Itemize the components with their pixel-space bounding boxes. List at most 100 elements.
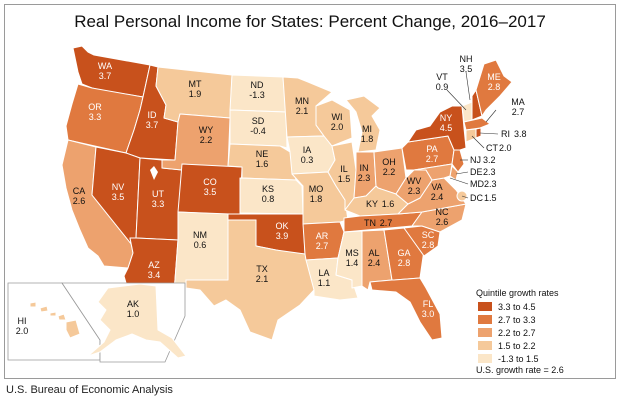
- label-in-abbr: IN: [360, 163, 369, 173]
- label-nd-abbr: ND: [251, 80, 264, 90]
- label-ar-abbr: AR: [316, 231, 329, 241]
- legend-label-2: 2.7 to 3.3: [498, 315, 536, 325]
- label-nh-value: 3.5: [460, 64, 473, 74]
- legend-swatch-4: [478, 341, 492, 350]
- label-al-value: 2.4: [368, 258, 381, 268]
- label-tn-abbr: TN: [364, 218, 376, 228]
- label-ia-abbr: IA: [303, 145, 312, 155]
- label-ga-value: 2.8: [398, 258, 411, 268]
- label-ri-value: 3.8: [514, 129, 527, 139]
- label-oh-abbr: OH: [382, 157, 396, 167]
- label-fl-abbr: FL: [423, 299, 434, 309]
- legend: Quintile growth rates 3.3 to 4.5 2.7 to …: [476, 288, 564, 375]
- label-tx-abbr: TX: [256, 264, 268, 274]
- label-pa-value: 2.7: [426, 154, 439, 164]
- state-TX: [185, 219, 315, 341]
- label-mi-value: 1.8: [361, 134, 374, 144]
- state-MA: [463, 117, 491, 131]
- label-wy-value: 2.2: [200, 135, 213, 145]
- label-mn-abbr: MN: [295, 96, 309, 106]
- label-ks-abbr: KS: [262, 184, 274, 194]
- label-mo-value: 1.8: [310, 194, 323, 204]
- label-ca-abbr: CA: [73, 186, 86, 196]
- label-de-abbr: DE: [470, 167, 483, 177]
- inset-alaska: [61, 282, 187, 363]
- label-ak-abbr: AK: [127, 299, 139, 309]
- label-wi-value: 2.0: [331, 122, 344, 132]
- label-ut-abbr: UT: [152, 189, 164, 199]
- source-note: U.S. Bureau of Economic Analysis: [6, 384, 173, 396]
- label-az-value: 3.4: [148, 270, 161, 280]
- label-wy-abbr: WY: [199, 125, 214, 135]
- label-ga-abbr: GA: [397, 248, 410, 258]
- label-ak-value: 1.0: [127, 309, 140, 319]
- label-wi-abbr: WI: [332, 112, 343, 122]
- label-ky-abbr: KY: [366, 199, 378, 209]
- legend-swatch-5: [478, 354, 492, 363]
- legend-swatch-3: [478, 328, 492, 337]
- salt-lake: [150, 166, 158, 180]
- label-dc-abbr: DC: [470, 193, 483, 203]
- state-IL: [327, 141, 357, 211]
- label-co-abbr: CO: [203, 177, 217, 187]
- label-ks-value: 0.8: [262, 194, 275, 204]
- label-nc-abbr: NC: [436, 207, 449, 217]
- label-wv-value: 2.3: [408, 186, 421, 196]
- label-mn-value: 2.1: [296, 106, 309, 116]
- legend-label-3: 2.2 to 2.7: [498, 328, 536, 338]
- legend-title: Quintile growth rates: [476, 288, 559, 298]
- label-nj-abbr: NJ: [470, 155, 481, 165]
- label-ny-abbr: NY: [440, 113, 453, 123]
- label-me-abbr: ME: [487, 72, 501, 82]
- state-MD: [413, 163, 453, 181]
- label-tx-value: 2.1: [256, 274, 269, 284]
- state-CT: [465, 128, 477, 143]
- label-sd-value: -0.4: [250, 126, 266, 136]
- state-ME: [475, 59, 513, 117]
- label-ct-abbr: CT: [486, 143, 498, 153]
- state-WY: [161, 113, 231, 171]
- label-nm-value: 0.6: [194, 240, 207, 250]
- label-md-value: 2.3: [484, 179, 497, 189]
- label-wa-abbr: WA: [98, 61, 112, 71]
- label-ky-value: 1.6: [382, 199, 395, 209]
- label-in-value: 2.3: [358, 173, 371, 183]
- label-sc-abbr: SC: [422, 230, 435, 240]
- label-ne-value: 1.6: [256, 159, 269, 169]
- label-vt-value: 0.9: [436, 82, 449, 92]
- label-pa-abbr: PA: [426, 144, 437, 154]
- label-la-value: 1.1: [318, 278, 331, 288]
- inset-hawaii: [7, 282, 101, 361]
- state-FL: [369, 277, 443, 341]
- label-mt-abbr: MT: [189, 79, 202, 89]
- state-SD: [229, 109, 288, 149]
- legend-swatch-2: [478, 315, 492, 324]
- label-sc-value: 2.8: [422, 240, 435, 250]
- state-WI: [315, 99, 353, 147]
- state-RI: [475, 127, 482, 139]
- label-va-value: 2.4: [431, 192, 444, 202]
- label-sd-abbr: SD: [252, 116, 265, 126]
- label-nv-abbr: NV: [112, 182, 125, 192]
- label-or-abbr: OR: [88, 102, 102, 112]
- state-MI: [345, 95, 381, 153]
- legend-swatch-1: [478, 302, 492, 311]
- map-title: Real Personal Income for States: Percent…: [74, 12, 546, 31]
- label-mo-abbr: MO: [309, 184, 324, 194]
- label-va-abbr: VA: [431, 182, 442, 192]
- label-ok-value: 3.9: [276, 231, 289, 241]
- label-ms-value: 1.4: [346, 258, 359, 268]
- label-ar-value: 2.7: [316, 241, 329, 251]
- label-al-abbr: AL: [368, 248, 379, 258]
- legend-label-1: 3.3 to 4.5: [498, 302, 536, 312]
- label-ny-value: 4.5: [440, 123, 453, 133]
- label-id-abbr: ID: [148, 110, 158, 120]
- legend-label-5: -1.3 to 1.5: [498, 354, 539, 364]
- label-nd-value: -1.3: [249, 90, 265, 100]
- label-wa-value: 3.7: [99, 71, 112, 81]
- label-ca-value: 2.6: [73, 196, 86, 206]
- label-nc-value: 2.6: [436, 217, 449, 227]
- label-fl-value: 3.0: [422, 309, 435, 319]
- label-mt-value: 1.9: [189, 89, 202, 99]
- label-wv-abbr: WV: [407, 176, 422, 186]
